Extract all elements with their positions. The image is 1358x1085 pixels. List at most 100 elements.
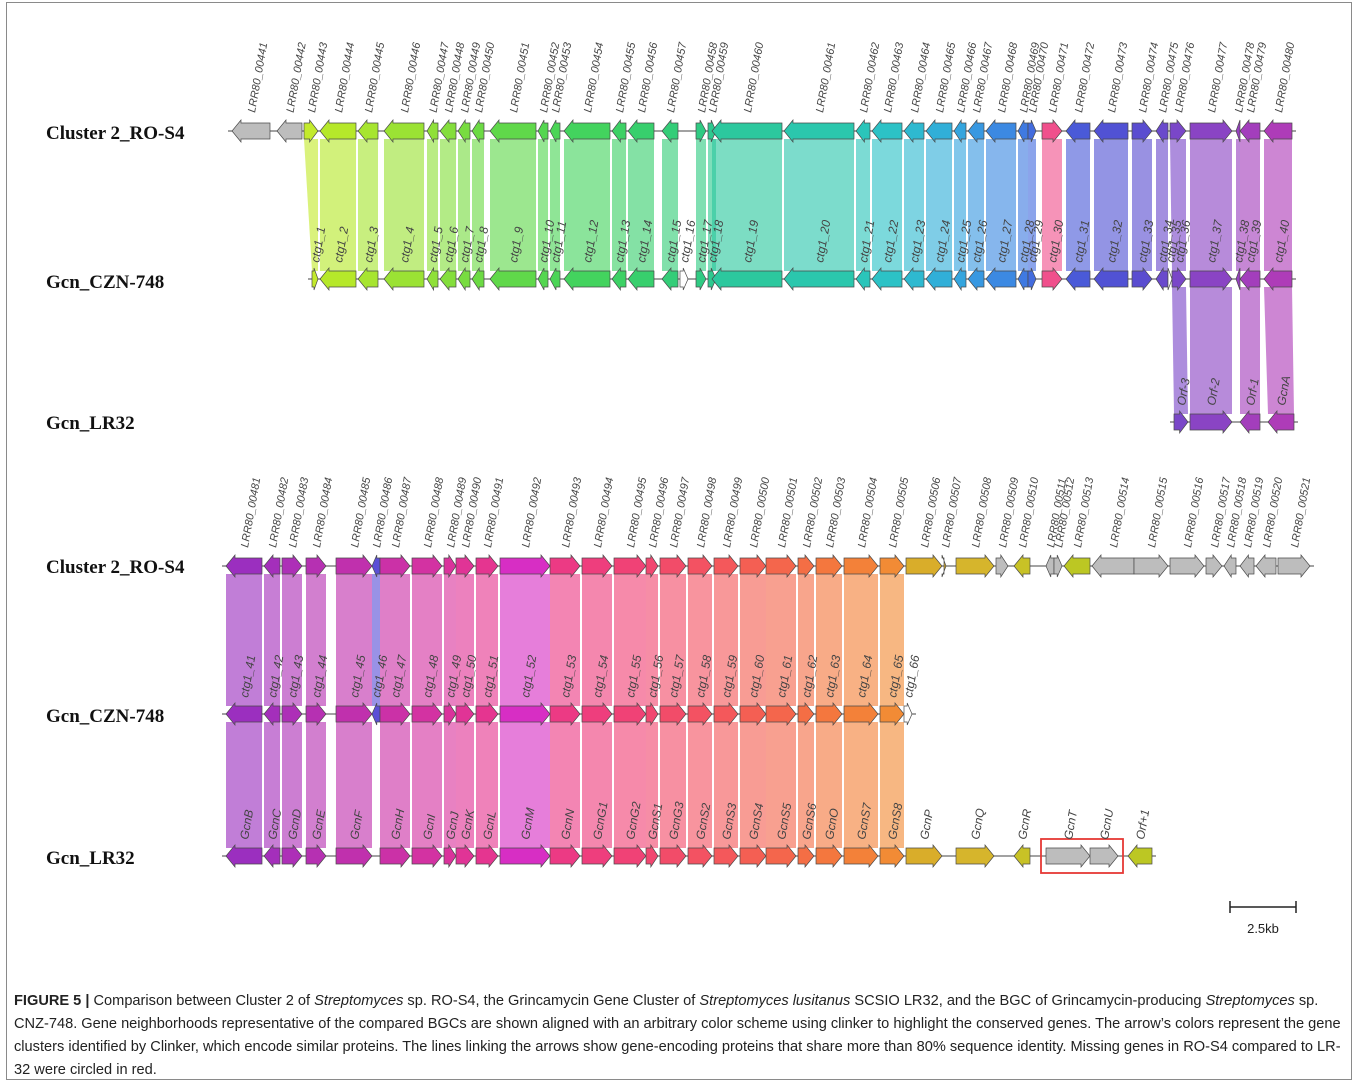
similarity-link xyxy=(444,574,456,706)
gene-label-lrr80-00454: LRR80_00454 xyxy=(582,42,606,114)
track-label-gcn-czn-748-bottom: Gcn_CZN-748 xyxy=(46,706,164,727)
gene-label-gcnc: GcnC xyxy=(265,808,284,841)
gene-arrow-ctg1-3 xyxy=(357,267,379,291)
gene-label-ctg1-6: ctg1_6 xyxy=(441,225,461,263)
gene-arrow-lrr80-00477 xyxy=(1189,119,1233,143)
similarity-link xyxy=(712,139,782,271)
similarity-link xyxy=(358,139,378,271)
gene-label-lrr80-00443: LRR80_00443 xyxy=(306,41,330,114)
gene-arrow-lrr80-00470 xyxy=(1027,119,1037,143)
gene-arrow-lrr80-00468 xyxy=(985,119,1017,143)
gene-arrow-gcns7 xyxy=(843,844,879,868)
similarity-link xyxy=(264,722,280,848)
gene-label-lrr80-00473: LRR80_00473 xyxy=(1106,41,1130,114)
gene-arrow-lrr80-00481 xyxy=(225,554,263,578)
gene-label-lrr80-00464: LRR80_00464 xyxy=(909,42,933,114)
scale-bar: 2.5kb xyxy=(1229,901,1297,936)
gene-label-ctg1-2: ctg1_2 xyxy=(331,225,351,263)
gene-arrow-gcnk xyxy=(455,844,475,868)
gene-label-lrr80-00492: LRR80_00492 xyxy=(520,477,544,549)
similarity-link xyxy=(582,722,612,848)
gene-label-ctg1-9: ctg1_9 xyxy=(506,225,526,263)
gene-arrow-lrr80-00492 xyxy=(499,554,551,578)
gene-label-gcnk: GcnK xyxy=(458,808,477,841)
gene-arrow-lrr80-00494 xyxy=(581,554,613,578)
similarity-link xyxy=(380,574,410,706)
similarity-link xyxy=(1172,287,1188,414)
similarity-link xyxy=(614,574,646,706)
gene-arrow-lrr80-00487 xyxy=(379,554,411,578)
similarity-link xyxy=(456,574,474,706)
gene-arrow-gcng3 xyxy=(659,844,687,868)
gene-label-lrr80-00482: LRR80_00482 xyxy=(267,477,291,549)
gene-label-ctg1-4: ctg1_4 xyxy=(397,225,417,263)
missing-genes-highlight-box xyxy=(1040,838,1124,874)
similarity-link xyxy=(372,574,380,706)
similarity-link xyxy=(320,139,356,271)
gene-label-lrr80-00510: LRR80_00510 xyxy=(1017,476,1041,549)
gene-arrow-ctg1-22 xyxy=(871,267,903,291)
gene-arrow-lrr80-00521 xyxy=(1277,554,1311,578)
gene-arrow-gcnn xyxy=(549,844,581,868)
similarity-link xyxy=(1240,139,1260,271)
gene-arrow-lrr80-00466 xyxy=(953,118,967,144)
similarity-link xyxy=(476,574,498,706)
similarity-link xyxy=(784,139,854,271)
similarity-link xyxy=(926,139,952,271)
gene-arrow-ctg1-33 xyxy=(1131,267,1153,291)
gene-arrow-orf-2 xyxy=(1189,410,1233,434)
caption-text-3: SCSIO LR32, and the BGC of Grincamycin-p… xyxy=(850,993,1206,1009)
gene-arrow-lrr80-00517 xyxy=(1205,554,1223,578)
similarity-link xyxy=(1156,139,1168,271)
figure-caption: FIGURE 5 | Comparison between Cluster 2 … xyxy=(14,990,1344,1082)
gene-arrow-ctg1-49 xyxy=(443,701,457,727)
gene-label-lrr80-00483: LRR80_00483 xyxy=(287,476,311,549)
gene-arrow-gcnh xyxy=(379,844,411,868)
similarity-link xyxy=(844,574,878,706)
similarity-link xyxy=(740,574,766,706)
caption-text-1: Comparison between Cluster 2 of xyxy=(89,993,315,1009)
gene-arrow-ctg1-5 xyxy=(426,266,439,292)
similarity-link xyxy=(550,139,560,271)
gene-label-gcnd: GcnD xyxy=(285,808,304,841)
gene-arrow-lrr80-00493 xyxy=(549,554,581,578)
caption-text-2: sp. RO-S4, the Grincamycin Gene Cluster … xyxy=(403,993,700,1009)
gene-arrow-lrr80-00514 xyxy=(1091,554,1135,578)
gene-arrow-ctg1-60 xyxy=(739,702,767,726)
gene-label-lrr80-00485: LRR80_00485 xyxy=(349,476,373,549)
gene-arrow-ctg1-36 xyxy=(1171,266,1187,292)
gene-arrow-ctg1-8 xyxy=(471,266,485,292)
similarity-link xyxy=(816,574,842,706)
gene-arrow-ctg1-15 xyxy=(661,267,679,291)
gene-arrow-gcns8 xyxy=(879,844,905,868)
gene-arrow-lrr80-00471 xyxy=(1041,119,1063,143)
gene-arrow-lrr80-00445 xyxy=(357,119,379,143)
gene-arrow-lrr80-00478 xyxy=(1235,119,1241,143)
gene-arrow-ctg1-58 xyxy=(687,702,713,726)
similarity-link xyxy=(538,139,548,271)
gene-label-lrr80-00456: LRR80_00456 xyxy=(636,41,660,114)
gene-arrow-ctg1-31 xyxy=(1065,267,1091,291)
gene-label-lrr80-00472: LRR80_00472 xyxy=(1073,42,1097,114)
similarity-links-layer xyxy=(226,139,1294,848)
gene-arrow-lrr80-00451 xyxy=(489,119,537,143)
gene-arrow-lrr80-00497 xyxy=(659,554,687,578)
similarity-link xyxy=(264,574,280,706)
gene-arrow-lrr80-00448 xyxy=(439,119,457,143)
gene-arrow-gcnb xyxy=(225,844,263,868)
similarity-link xyxy=(1240,287,1260,414)
gene-arrow-lrr80-00504 xyxy=(843,554,879,578)
similarity-link xyxy=(304,139,318,271)
gene-arrow-gcng2 xyxy=(613,844,647,868)
gene-arrow-lrr80-00479 xyxy=(1239,119,1261,143)
gene-label-orf-3: Orf-3 xyxy=(1174,377,1193,407)
gene-label-lrr80-00499: LRR80_00499 xyxy=(721,477,745,549)
similarity-link xyxy=(798,574,814,706)
gene-arrow-ctg1-35 xyxy=(1167,267,1173,291)
similarity-link xyxy=(1170,139,1186,271)
gene-arrow-ctg1-66 xyxy=(903,702,913,726)
gene-arrow-ctg1-13 xyxy=(611,266,627,292)
scale-bar-label: 2.5kb xyxy=(1247,921,1279,936)
similarity-link xyxy=(660,574,686,706)
